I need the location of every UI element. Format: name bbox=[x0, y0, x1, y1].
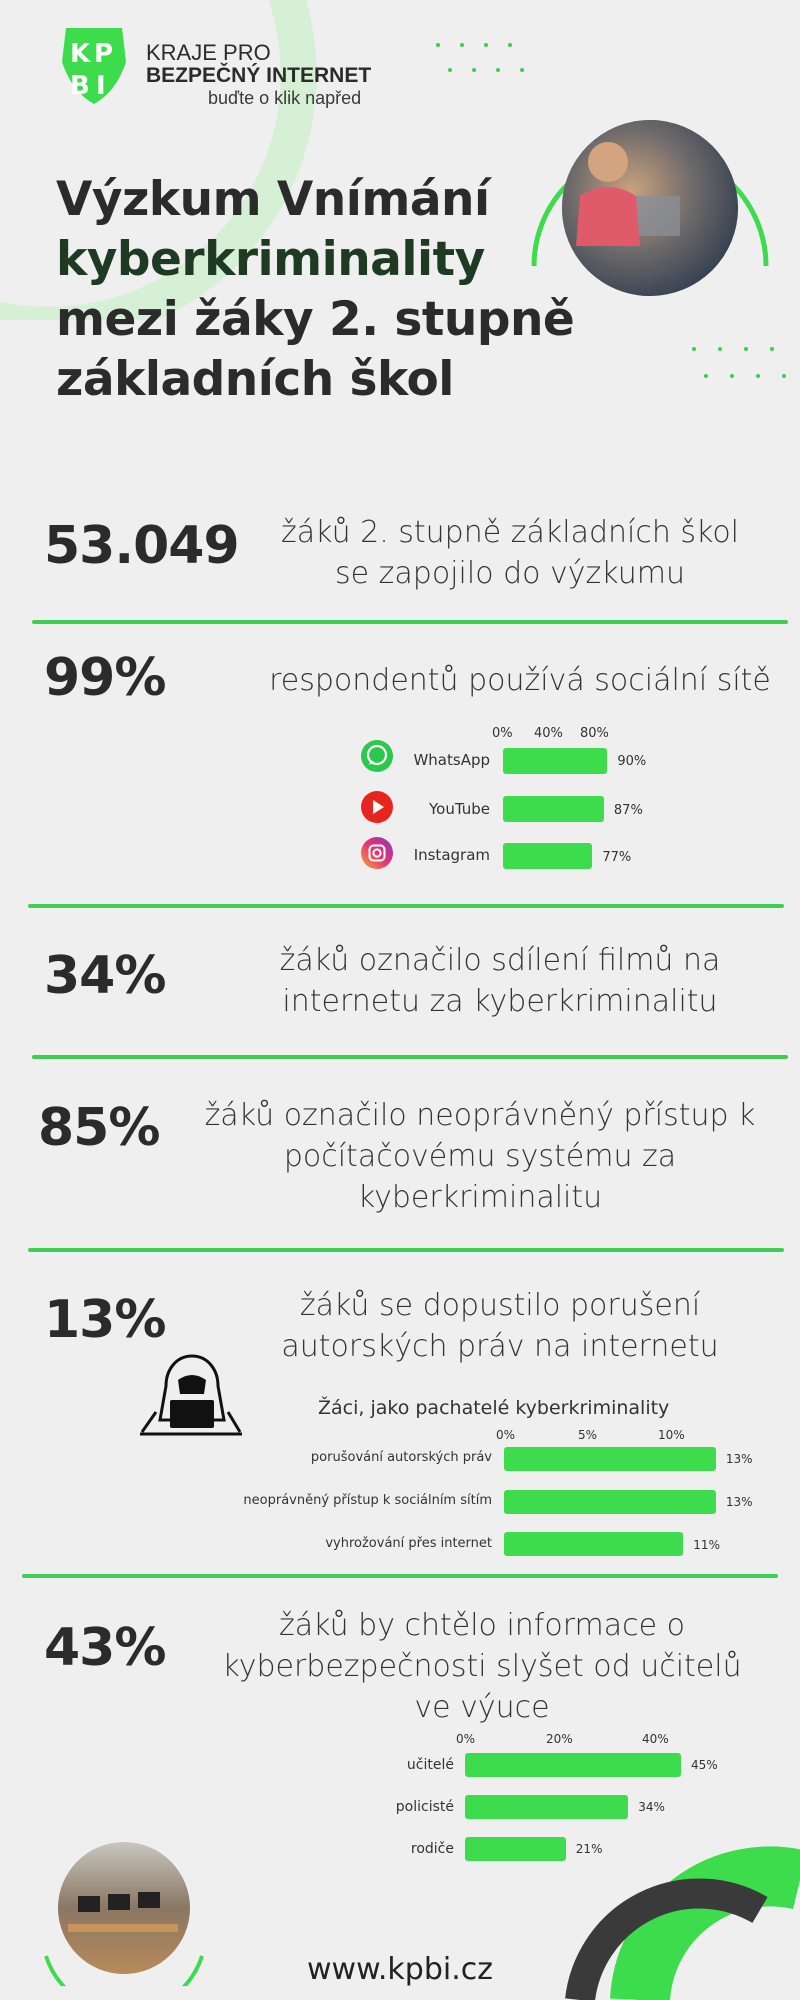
bar-instagram bbox=[503, 843, 593, 869]
stat-value-access: 85% bbox=[38, 1098, 160, 1158]
stat-value-teachers: 43% bbox=[44, 1618, 166, 1678]
stat-value-participants: 53.049 bbox=[44, 516, 240, 576]
page-title: Výzkum Vnímání kyberkriminality mezi žák… bbox=[56, 170, 575, 410]
svg-text:B: B bbox=[70, 71, 90, 101]
axis-tick: 0% bbox=[496, 1428, 516, 1442]
title-line3: mezi žáky 2. stupně bbox=[56, 292, 575, 347]
axis-tick: 0% bbox=[456, 1732, 476, 1746]
bar-police bbox=[465, 1795, 629, 1819]
divider bbox=[28, 1248, 784, 1252]
bar-whatsapp bbox=[503, 748, 608, 774]
instagram-icon bbox=[361, 837, 393, 869]
classroom-photo bbox=[531, 120, 769, 296]
bar-value: 34% bbox=[638, 1800, 665, 1814]
bar-value: 13% bbox=[725, 1495, 753, 1509]
bar-threats bbox=[504, 1532, 684, 1556]
divider bbox=[32, 1055, 788, 1059]
bar-label: rodiče bbox=[410, 1841, 454, 1857]
bar-value: 21% bbox=[575, 1842, 603, 1856]
bar-label: učitelé bbox=[406, 1757, 454, 1773]
chart-title: Žáci, jako pachatelé kyberkriminality bbox=[318, 1397, 670, 1419]
bar-social-access bbox=[504, 1490, 716, 1514]
title-line2: kyberkriminality bbox=[56, 232, 485, 287]
decorative-corner-arcs bbox=[565, 1846, 800, 2000]
stat-value-social: 99% bbox=[44, 648, 166, 708]
axis-tick: 40% bbox=[642, 1732, 669, 1746]
bar-label: vyhrožování přes internet bbox=[325, 1536, 492, 1551]
bar-value: 11% bbox=[693, 1538, 720, 1552]
axis-tick: 5% bbox=[578, 1428, 598, 1442]
title-line1: Výzkum Vnímání bbox=[56, 172, 490, 227]
whatsapp-icon bbox=[361, 740, 393, 772]
axis-tick: 0% bbox=[492, 726, 513, 741]
stat-text-social: respondentů používá sociální sítě bbox=[269, 663, 771, 698]
footer-url[interactable]: www.kpbi.cz bbox=[307, 1952, 493, 1987]
bar-youtube bbox=[503, 796, 604, 822]
tagline: buďte o klik napřed bbox=[208, 88, 362, 108]
stat-text-participants: žáků 2. stupně základních škol se zapoji… bbox=[280, 515, 740, 591]
bar-value: 77% bbox=[602, 850, 632, 865]
brand-line1: KRAJE PRO bbox=[146, 40, 271, 65]
bar-label: porušování autorských práv bbox=[310, 1450, 492, 1465]
brand-line2: BEZPEČNÝ INTERNET bbox=[146, 64, 372, 87]
svg-text:I: I bbox=[96, 71, 106, 101]
stat-text-copyright: žáků se dopustilo porušení autorských pr… bbox=[281, 1288, 719, 1364]
hacker-icon bbox=[140, 1354, 242, 1436]
axis-tick: 20% bbox=[546, 1732, 573, 1746]
axis-tick: 40% bbox=[534, 726, 563, 741]
bar-label: policisté bbox=[395, 1799, 454, 1815]
title-line4: základních škol bbox=[56, 352, 454, 407]
decorative-arc bbox=[0, 0, 317, 320]
bar-label: Instagram bbox=[413, 846, 490, 864]
logo: K P B I bbox=[56, 22, 132, 108]
bar-value: 45% bbox=[691, 1758, 718, 1772]
bar-teachers bbox=[465, 1753, 681, 1777]
svg-text:K: K bbox=[70, 39, 91, 69]
axis-tick: 10% bbox=[658, 1428, 685, 1442]
bar-label: YouTube bbox=[429, 800, 490, 818]
svg-text:P: P bbox=[94, 39, 113, 69]
axis-tick: 80% bbox=[580, 726, 609, 741]
bar-value: 87% bbox=[613, 803, 643, 818]
stat-value-films: 34% bbox=[44, 946, 166, 1006]
youtube-icon bbox=[361, 791, 393, 823]
bar-parents bbox=[465, 1837, 566, 1861]
bar-copyright bbox=[504, 1447, 716, 1471]
bar-label: neoprávněný přístup k sociálním sítím bbox=[243, 1493, 492, 1508]
stat-text-films: žáků označilo sdílení filmů na internetu… bbox=[279, 943, 721, 1019]
stat-text-access: žáků označilo neoprávněný přístup k počí… bbox=[204, 1098, 756, 1215]
divider bbox=[28, 904, 784, 908]
divider bbox=[22, 1574, 778, 1578]
bar-value: 13% bbox=[725, 1452, 753, 1466]
stat-text-teachers: žáků by chtělo informace o kyberbezpečno… bbox=[222, 1608, 742, 1725]
computer-lab-photo bbox=[44, 1842, 204, 1986]
bar-value: 90% bbox=[617, 754, 647, 769]
logo-mark: K P B I bbox=[62, 28, 126, 104]
divider bbox=[32, 620, 788, 624]
stat-value-copyright: 13% bbox=[44, 1290, 166, 1350]
bar-label: WhatsApp bbox=[413, 751, 490, 769]
